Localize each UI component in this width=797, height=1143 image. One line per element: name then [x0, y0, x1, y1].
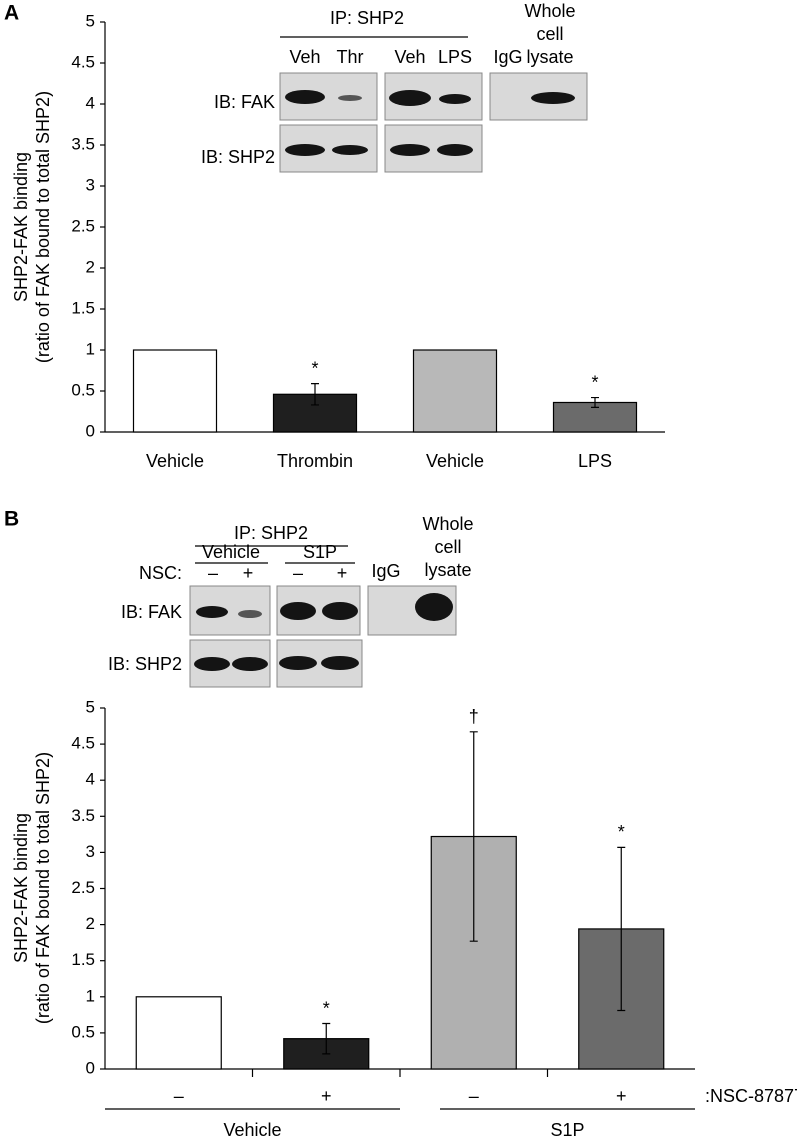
significance-marker: *: [618, 822, 625, 842]
panel-label: B: [4, 508, 19, 531]
y-tick-label: 0.5: [71, 1022, 95, 1041]
x-tick-label: Vehicle: [426, 451, 484, 471]
group-label: Vehicle: [223, 1120, 281, 1140]
lysate-label: Whole: [422, 514, 473, 534]
row-label: IB: SHP2: [108, 654, 182, 674]
lysate-label: cell: [434, 537, 461, 557]
error-bar: [617, 846, 626, 1012]
x-tick-label: Thrombin: [277, 451, 353, 471]
lane-label: Thr: [337, 47, 364, 67]
y-tick-label: 1: [86, 986, 95, 1005]
lysate-label: Whole: [524, 1, 575, 21]
y-tick-label: 1.5: [71, 950, 95, 969]
lane-label: IgG: [371, 561, 400, 581]
significance-marker: *: [323, 998, 330, 1018]
y-axis-label: SHP2-FAK binding: [11, 813, 31, 963]
lane-label: +: [337, 563, 348, 583]
significance-marker: *: [591, 372, 598, 392]
x-tick-label: LPS: [578, 451, 612, 471]
y-tick-label: 5: [86, 697, 95, 716]
y-tick-label: 2: [86, 914, 95, 933]
lane-label: Veh: [394, 47, 425, 67]
x-tick-label: –: [469, 1086, 479, 1106]
lysate-label: lysate: [424, 560, 471, 580]
significance-marker: †: [469, 707, 479, 727]
blot-image: [189, 585, 457, 688]
y-tick-label: 2: [86, 257, 95, 276]
x-tick-label: Vehicle: [146, 451, 204, 471]
bar: [132, 349, 218, 433]
x-tick-label: –: [174, 1086, 184, 1106]
error-bar: [311, 383, 319, 406]
ip-label: IP: SHP2: [234, 523, 308, 543]
y-axis-label: (ratio of FAK bound to total SHP2): [33, 91, 53, 363]
lane-label: LPS: [438, 47, 472, 67]
y-tick-label: 0.5: [71, 380, 95, 399]
significance-marker: *: [311, 358, 318, 378]
lane-label: IgG: [493, 47, 522, 67]
lane-label: –: [208, 563, 218, 583]
lysate-label: lysate: [526, 47, 573, 67]
row-label: IB: FAK: [121, 602, 182, 622]
x-annotation: :NSC-87877: [705, 1086, 797, 1106]
group-label: S1P: [303, 542, 337, 562]
error-bar: [591, 396, 599, 408]
y-tick-label: 4.5: [71, 52, 95, 71]
y-tick-label: 3: [86, 175, 95, 194]
ip-label: IP: SHP2: [330, 8, 404, 28]
error-bar: [469, 731, 478, 942]
row-label: IB: SHP2: [201, 147, 275, 167]
y-tick-label: 0: [86, 1058, 95, 1077]
lane-label: +: [243, 563, 254, 583]
row-label: IB: FAK: [214, 92, 275, 112]
y-tick-label: 2.5: [71, 216, 95, 235]
lane-label: Veh: [289, 47, 320, 67]
panel-label: A: [4, 2, 19, 25]
y-tick-label: 3.5: [71, 134, 95, 153]
error-bar: [322, 1022, 331, 1055]
y-tick-label: 0: [86, 421, 95, 440]
group-label: Vehicle: [202, 542, 260, 562]
lysate-label: cell: [536, 24, 563, 44]
bar: [135, 996, 222, 1070]
y-tick-label: 2.5: [71, 878, 95, 897]
bar: [412, 349, 498, 433]
y-tick-label: 5: [86, 11, 95, 30]
x-tick-label: +: [616, 1086, 627, 1106]
y-tick-label: 3: [86, 842, 95, 861]
blot-image: [279, 72, 588, 173]
x-tick-label: +: [321, 1086, 332, 1106]
row-label: NSC:: [139, 563, 182, 583]
y-tick-label: 1.5: [71, 298, 95, 317]
y-tick-label: 4.5: [71, 734, 95, 753]
group-label: S1P: [550, 1120, 584, 1140]
y-tick-label: 4: [86, 93, 95, 112]
y-axis-label: (ratio of FAK bound to total SHP2): [33, 752, 53, 1024]
y-tick-label: 4: [86, 770, 95, 789]
y-tick-label: 3.5: [71, 806, 95, 825]
y-axis-label: SHP2-FAK binding: [11, 152, 31, 302]
lane-label: –: [293, 563, 303, 583]
y-tick-label: 1: [86, 339, 95, 358]
